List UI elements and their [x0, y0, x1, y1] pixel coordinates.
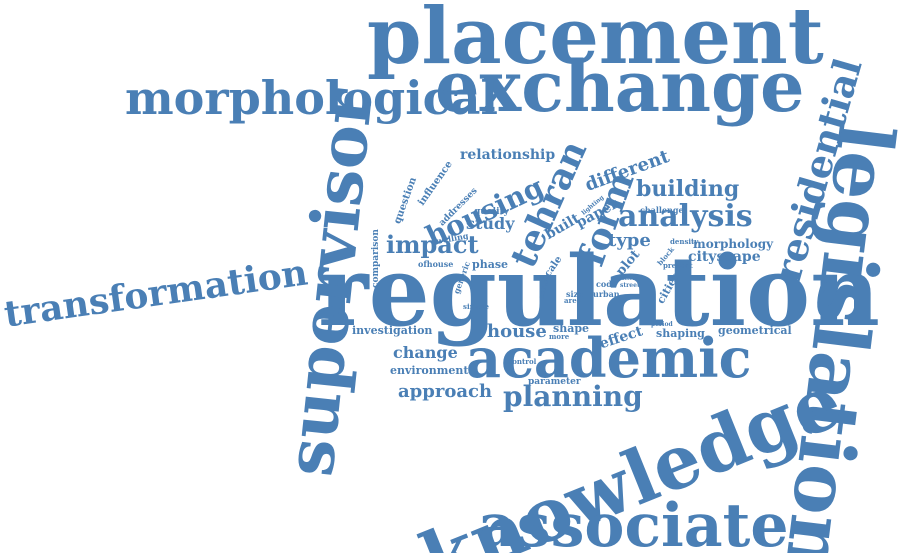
word-planning: planning — [503, 383, 643, 411]
word-area: area — [564, 297, 581, 304]
word-type: type — [608, 232, 651, 250]
word-simple: simple — [463, 303, 489, 310]
word-parameter: parameter — [528, 378, 581, 387]
word-phase: phase — [472, 259, 508, 270]
word-study: study — [466, 216, 515, 232]
word-house: house — [487, 323, 547, 341]
word-control: control — [508, 358, 536, 365]
word-more: more — [549, 333, 569, 340]
word-density: density — [670, 238, 698, 245]
word-comparison: comparison — [372, 229, 381, 288]
word-environment: environment — [390, 365, 468, 376]
word-influence: influence — [417, 160, 455, 208]
word-pattern: pattern — [618, 277, 639, 282]
word-approach: approach — [398, 383, 492, 401]
word-change: change — [393, 345, 458, 361]
word-present: present — [663, 262, 693, 269]
word-quality: quality — [474, 208, 509, 217]
word-period: period — [651, 322, 673, 328]
word-geometrical: geometrical — [718, 325, 792, 336]
word-challenge: challenge — [640, 206, 684, 214]
word-shaping: shaping — [656, 328, 705, 339]
word-investigation: investigation — [352, 325, 432, 336]
word-associate: associate — [478, 496, 789, 553]
word-morphology: morphology — [693, 238, 773, 250]
word-transformation: transformation — [2, 254, 310, 332]
word-cityscape: cityscape — [688, 250, 761, 264]
word-relationship: relationship — [460, 148, 555, 162]
word-code: code — [596, 280, 617, 288]
word-ofhouse: ofhouse — [418, 260, 453, 268]
word-street: street — [620, 283, 640, 289]
word-urban: urban — [593, 290, 620, 298]
word-analysis: analysis — [618, 202, 753, 232]
word-building: building — [636, 178, 739, 200]
